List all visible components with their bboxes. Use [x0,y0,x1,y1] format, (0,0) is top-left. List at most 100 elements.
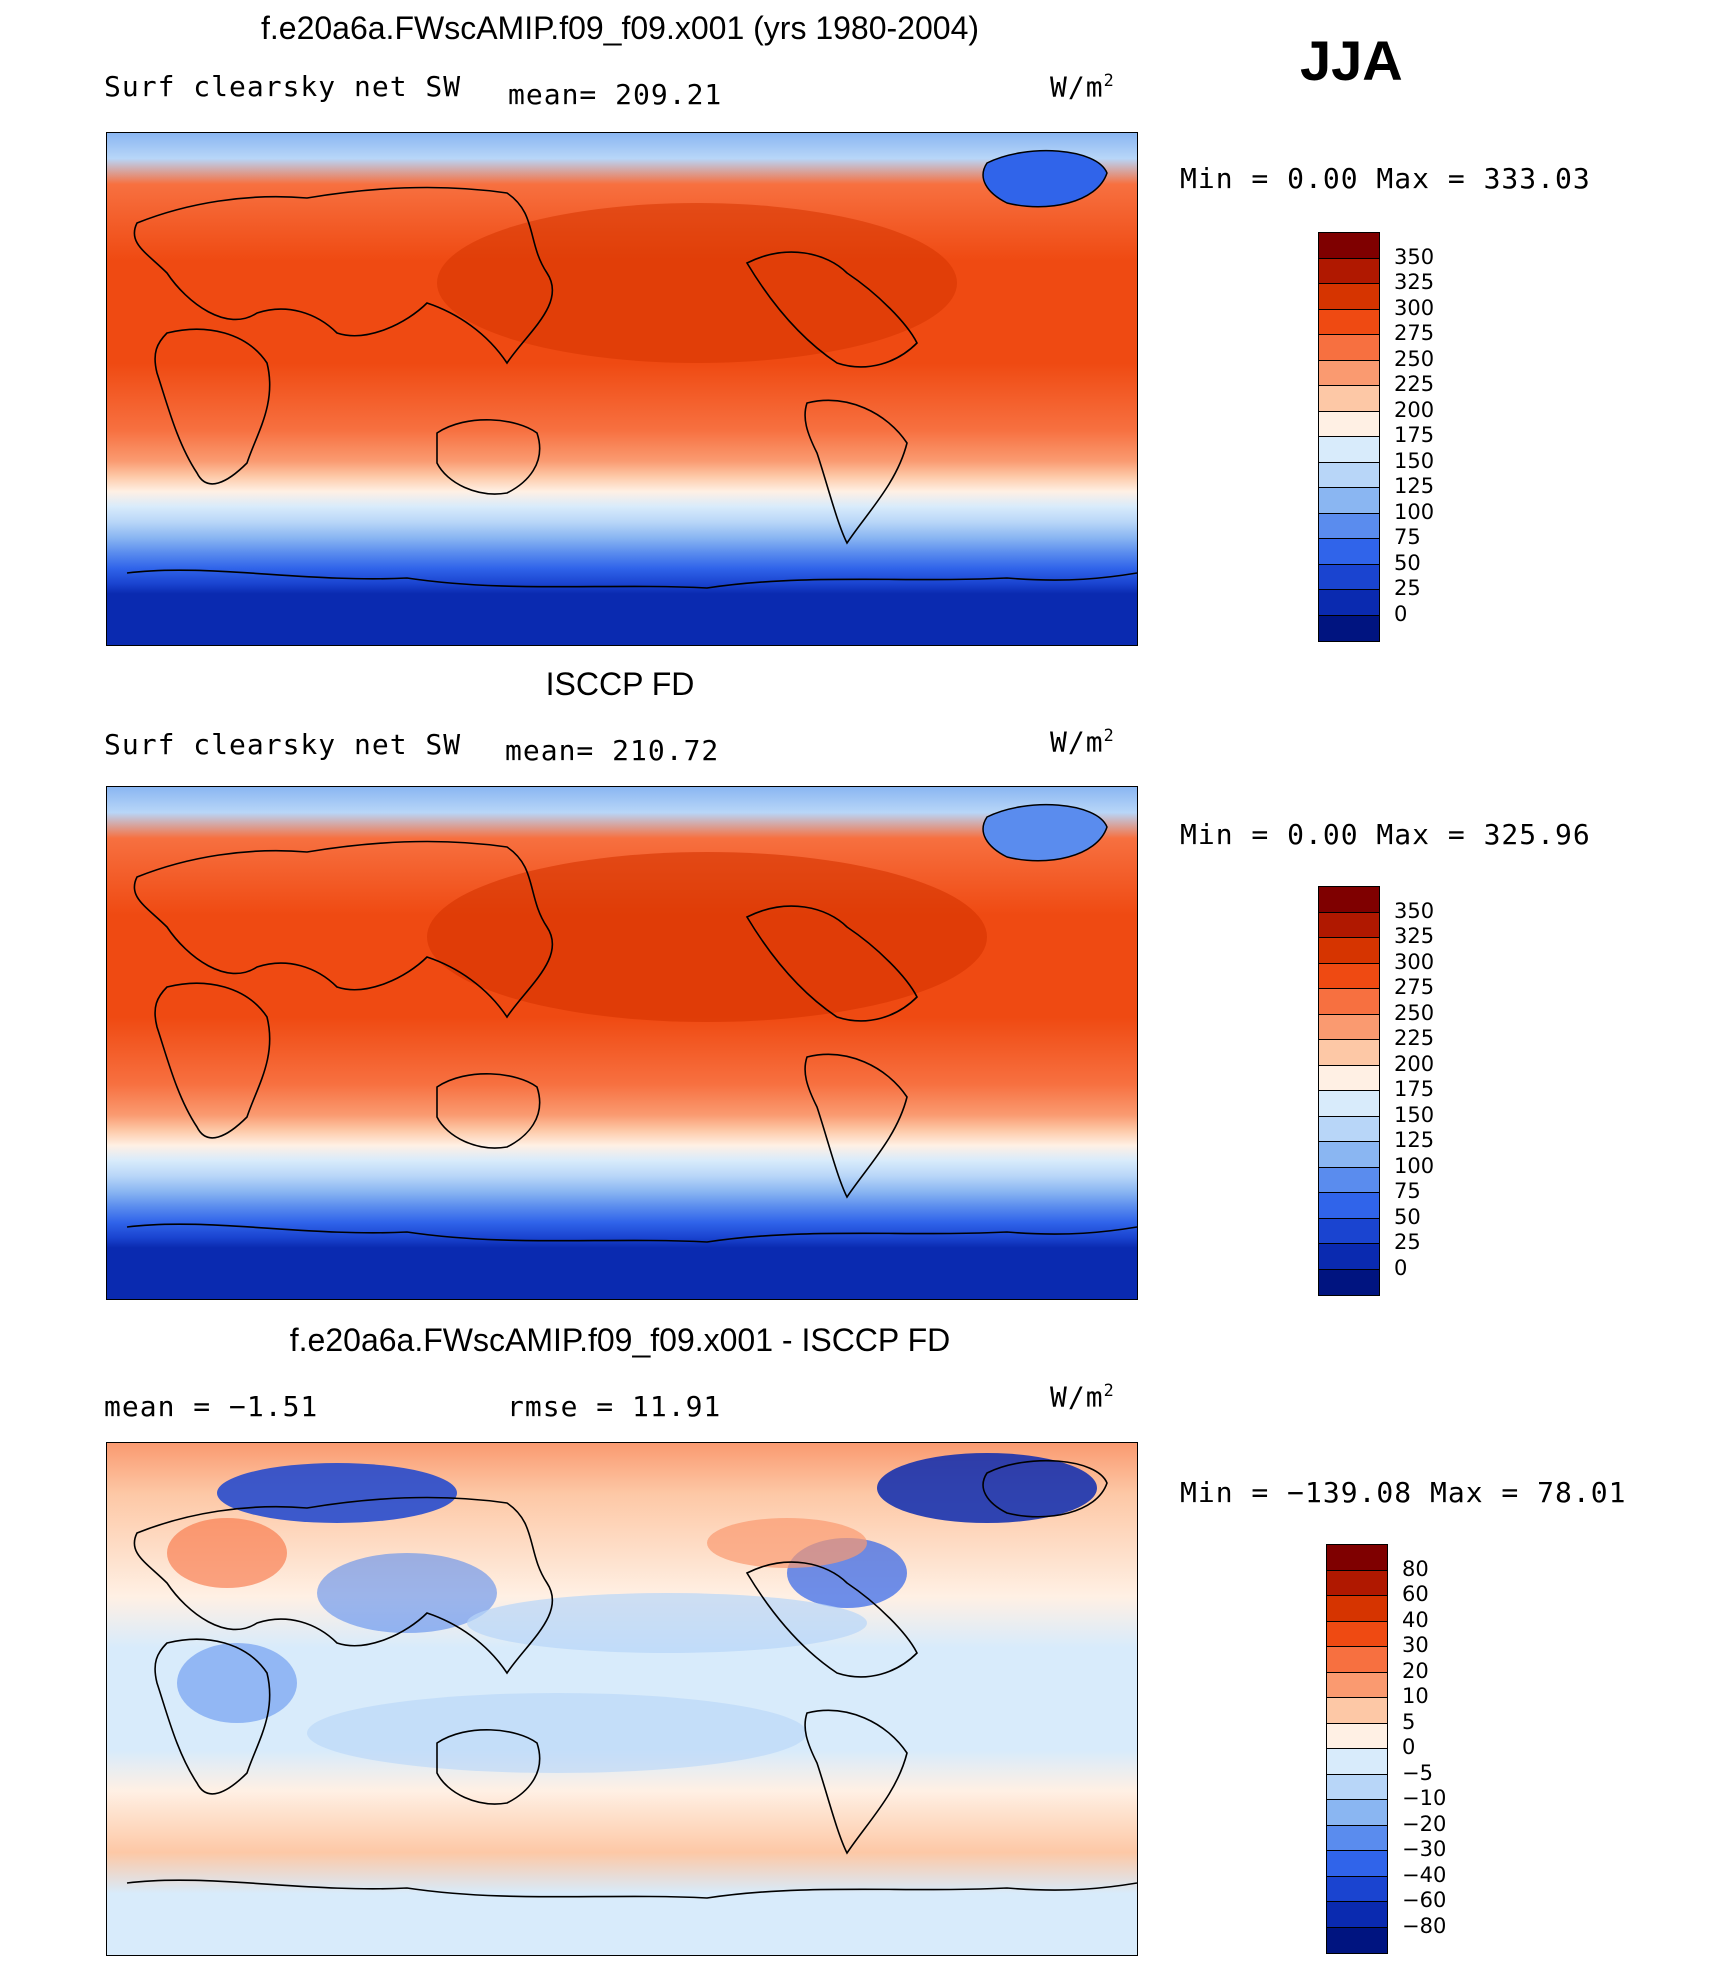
colorbar-tick-label: 25 [1394,1230,1421,1254]
colorbar-swatch [1319,1091,1379,1117]
colorbar-swatch [1319,1269,1379,1295]
colorbar-swatch [1319,912,1379,938]
colorbar-tick-label: 250 [1394,346,1435,371]
colorbar-tick-label: 125 [1394,474,1435,498]
panel1-title: f.e20a6a.FWscAMIP.f09_f09.x001 (yrs 1980… [260,10,980,46]
colorbar-swatch [1319,887,1379,913]
colorbar-swatch [1327,1621,1387,1647]
colorbar-tick-label: 350 [1394,244,1435,269]
colorbar-swatch [1327,1672,1387,1698]
panel2-coastlines [126,840,1137,1243]
colorbar-swatch [1319,989,1379,1015]
colorbar-swatch [1327,1825,1387,1851]
colorbar-swatch [1327,1876,1387,1902]
colorbar-swatch [1319,309,1379,335]
panel2-variable: Surf clearsky net SW [104,728,462,761]
colorbar-tick-label: 275 [1394,975,1435,999]
colorbar-swatch [1319,258,1379,284]
colorbar-swatch [1319,488,1379,514]
colorbar-swatch [1327,1902,1387,1928]
colorbar-swatch [1327,1927,1387,1953]
colorbar-tick-label: 40 [1402,1607,1429,1632]
panel3-coastlines [126,1459,1137,1899]
colorbar-swatch [1319,1244,1379,1270]
colorbar-tick-label: 5 [1402,1709,1416,1734]
panel2-colorbar [1318,886,1380,1296]
panel2-map-svg [107,787,1137,1299]
panel1-coastlines [126,186,1137,589]
panel1-units: W/m2 [1050,70,1115,104]
colorbar-swatch [1319,513,1379,539]
colorbar-swatch [1319,462,1379,488]
colorbar-swatch [1327,1545,1387,1571]
panel3-units: W/m2 [1050,1380,1115,1414]
panel3-mean: mean = −1.51 [104,1390,319,1423]
colorbar-tick-label: 75 [1394,525,1421,549]
colorbar-swatch [1319,437,1379,463]
panel1-variable: Surf clearsky net SW [104,70,462,103]
colorbar-tick-label: −5 [1402,1760,1433,1785]
panel2-units: W/m2 [1050,725,1115,759]
colorbar-tick-label: −40 [1402,1862,1447,1887]
colorbar-tick-label: 10 [1402,1684,1429,1708]
season-label: JJA [1300,29,1403,92]
colorbar-swatch [1319,1218,1379,1244]
colorbar-swatch [1319,1116,1379,1142]
colorbar-swatch [1327,1698,1387,1724]
colorbar-tick-label: 0 [1394,1255,1408,1280]
colorbar-tick-label: 25 [1394,576,1421,600]
panel2-title: ISCCP FD [545,666,695,702]
colorbar-tick-label: 350 [1394,898,1435,923]
colorbar-tick-label: 325 [1394,270,1435,294]
colorbar-swatch [1327,1723,1387,1749]
panel1-map-svg [107,133,1137,645]
colorbar-tick-label: 100 [1394,499,1435,524]
colorbar-swatch [1319,360,1379,386]
panel3-minmax: Min = −139.08 Max = 78.01 [1180,1476,1627,1509]
colorbar-swatch [1327,1800,1387,1826]
panel1-colorbar [1318,232,1380,642]
colorbar-tick-label: −60 [1402,1888,1447,1912]
colorbar-tick-label: 175 [1394,1077,1435,1101]
colorbar-tick-label: 50 [1394,1204,1421,1229]
panel2-minmax: Min = 0.00 Max = 325.96 [1180,818,1591,851]
colorbar-tick-label: 200 [1394,1051,1435,1076]
colorbar-swatch [1327,1749,1387,1775]
colorbar-tick-label: 325 [1394,924,1435,948]
colorbar-tick-label: 225 [1394,1026,1435,1050]
panel1-minmax: Min = 0.00 Max = 333.03 [1180,162,1591,195]
colorbar-swatch [1319,1014,1379,1040]
colorbar-tick-label: 60 [1402,1582,1429,1606]
colorbar-swatch [1319,233,1379,259]
panel2-map [106,786,1138,1300]
colorbar-tick-label: −10 [1402,1786,1447,1810]
colorbar-tick-label: 50 [1394,550,1421,575]
colorbar-swatch [1327,1851,1387,1877]
colorbar-swatch [1327,1647,1387,1673]
colorbar-swatch [1319,1142,1379,1168]
colorbar-tick-label: 250 [1394,1000,1435,1025]
colorbar-swatch [1319,411,1379,437]
colorbar-swatch [1319,386,1379,412]
colorbar-swatch [1319,284,1379,310]
panel2-mean: mean= 210.72 [505,734,720,767]
colorbar-swatch [1319,590,1379,616]
panel3-title: f.e20a6a.FWscAMIP.f09_f09.x001 - ISCCP F… [289,1322,951,1358]
colorbar-swatch [1327,1570,1387,1596]
colorbar-swatch [1319,938,1379,964]
colorbar-tick-label: 75 [1394,1179,1421,1203]
colorbar-tick-label: 80 [1402,1556,1429,1581]
panel3-rmse: rmse = 11.91 [507,1390,722,1423]
colorbar-swatch [1319,1040,1379,1066]
colorbar-tick-label: 275 [1394,321,1435,345]
colorbar-swatch [1319,1065,1379,1091]
colorbar-tick-label: −80 [1402,1913,1447,1938]
colorbar-tick-label: 20 [1402,1658,1429,1683]
colorbar-swatch [1319,1167,1379,1193]
colorbar-tick-label: 175 [1394,423,1435,447]
colorbar-tick-label: 0 [1394,601,1408,626]
colorbar-tick-label: −30 [1402,1837,1447,1861]
colorbar-swatch [1319,564,1379,590]
colorbar-tick-label: 150 [1394,448,1435,473]
colorbar-swatch [1319,1193,1379,1219]
